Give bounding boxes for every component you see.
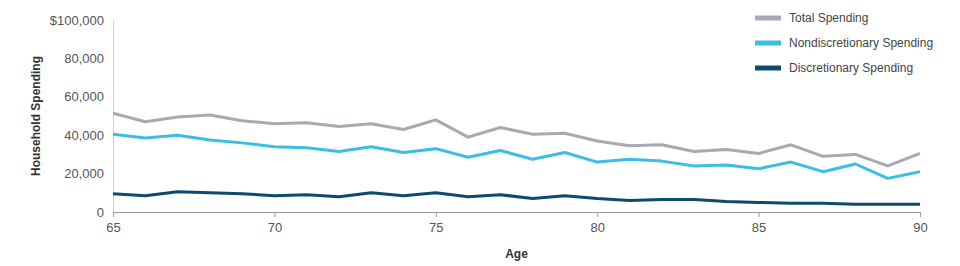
- x-tick-mark: [436, 212, 437, 217]
- chart: 0 20,000 40,000 60,000 80,000 $100,000 65 70 75 8…: [0, 0, 960, 266]
- x-axis: 65 70 75 80 85 90: [106, 212, 927, 235]
- series-line: [113, 134, 920, 178]
- legend-item: Discretionary Spending: [755, 61, 913, 75]
- y-tick-label: 20,000: [64, 166, 104, 181]
- y-tick-label: $100,000: [50, 13, 104, 28]
- legend-label: Total Spending: [789, 11, 868, 25]
- y-axis: 0 20,000 40,000 60,000 80,000 $100,000: [50, 13, 114, 220]
- x-tick-mark: [759, 212, 760, 217]
- x-tick: 70: [268, 212, 282, 235]
- x-axis-line: [114, 212, 921, 213]
- y-tick-label: 40,000: [64, 128, 104, 143]
- y-tick: $100,000: [50, 13, 113, 28]
- legend-swatch: [755, 41, 781, 46]
- legend-label: Discretionary Spending: [789, 61, 913, 75]
- x-tick-mark: [597, 212, 598, 217]
- legend-label: Nondiscretionary Spending: [789, 36, 933, 50]
- y-axis-line: [113, 21, 114, 213]
- y-tick: 80,000: [64, 51, 113, 66]
- legend-item: Nondiscretionary Spending: [755, 36, 933, 50]
- y-tick: 20,000: [64, 166, 113, 181]
- x-tick-label: 70: [268, 220, 282, 235]
- x-tick: 80: [590, 212, 604, 235]
- x-tick: 65: [106, 212, 120, 235]
- x-tick-label: 90: [913, 220, 927, 235]
- y-tick-label: 60,000: [64, 89, 104, 104]
- y-tick: 40,000: [64, 128, 113, 143]
- x-tick-mark: [113, 212, 114, 217]
- series-line: [113, 113, 920, 166]
- x-tick: 75: [429, 212, 443, 235]
- x-tick-label: 75: [429, 220, 443, 235]
- series-line: [113, 192, 920, 204]
- x-tick-label: 65: [106, 220, 120, 235]
- y-tick-label: 0: [97, 205, 104, 220]
- x-tick: 85: [752, 212, 766, 235]
- lines: [113, 113, 920, 204]
- x-tick-mark: [920, 212, 921, 217]
- y-axis-title: Household Spending: [29, 56, 43, 176]
- legend-swatch: [755, 66, 781, 71]
- legend: Total Spending Nondiscretionary Spending D…: [755, 11, 933, 75]
- x-axis-title: Age: [505, 247, 528, 261]
- x-tick-label: 80: [590, 220, 604, 235]
- y-tick: 0: [97, 205, 113, 220]
- legend-item: Total Spending: [755, 11, 868, 25]
- x-tick-label: 85: [752, 220, 766, 235]
- legend-swatch: [755, 16, 781, 21]
- x-tick-mark: [274, 212, 275, 217]
- y-tick: 60,000: [64, 89, 113, 104]
- x-tick: 90: [913, 212, 927, 235]
- y-tick-label: 80,000: [64, 51, 104, 66]
